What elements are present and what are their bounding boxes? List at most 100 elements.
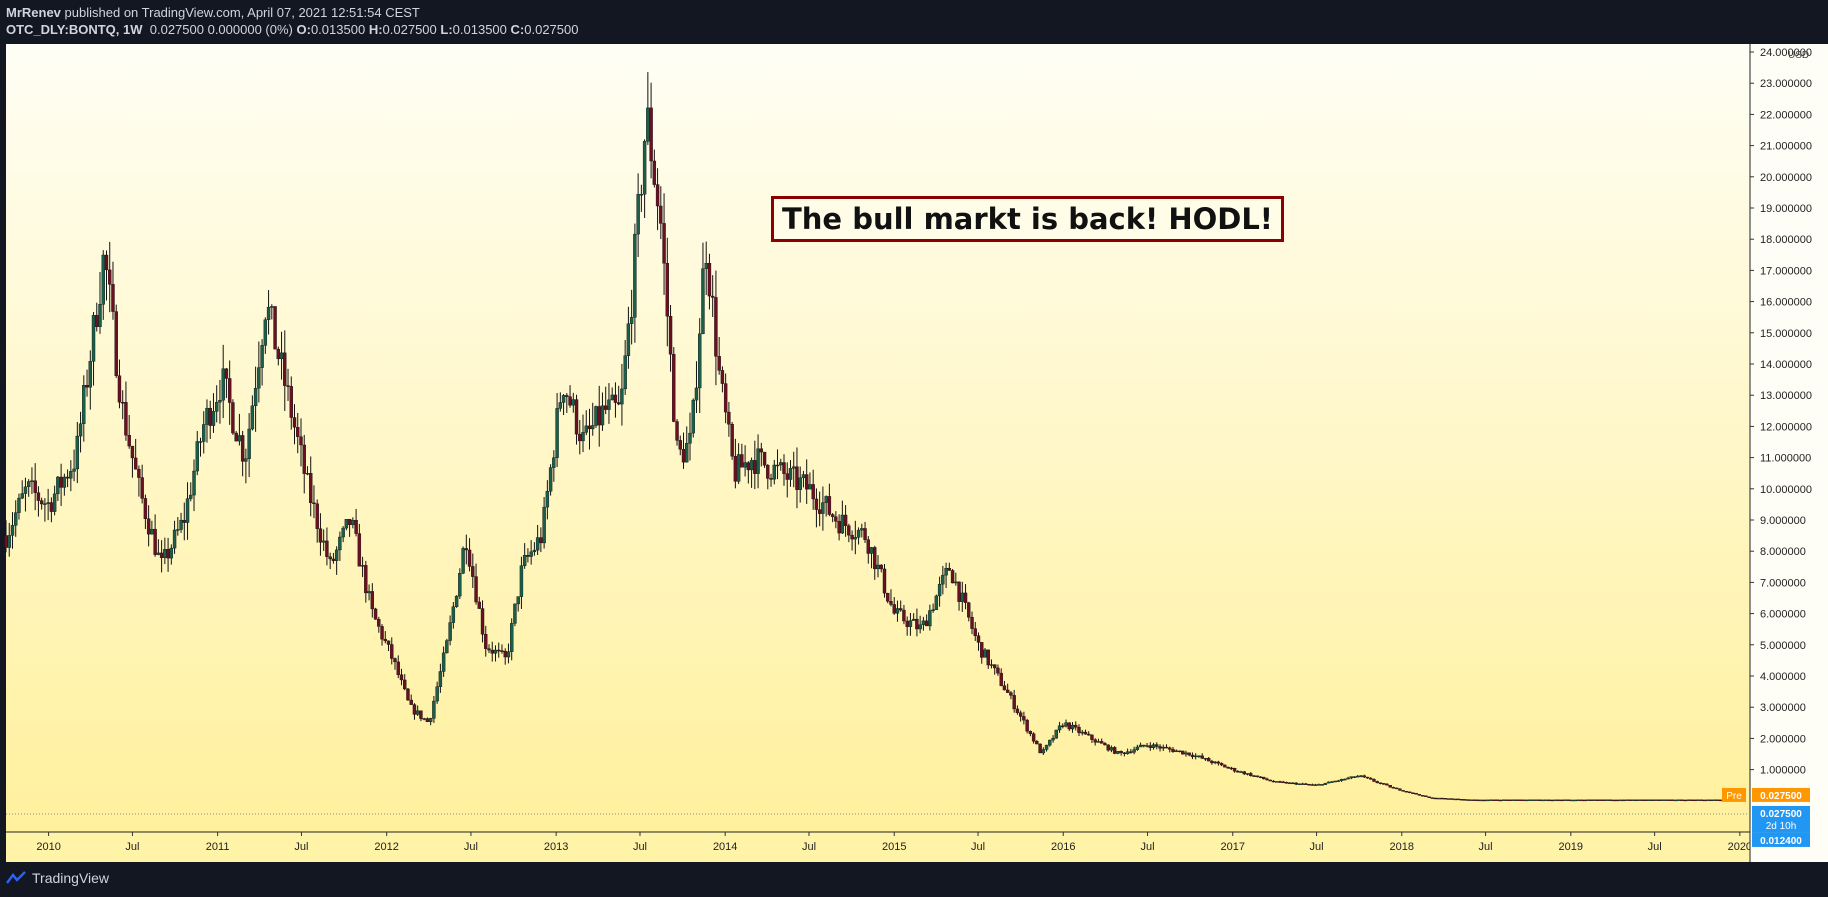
candle-body — [1135, 746, 1140, 750]
candle-body — [665, 263, 670, 317]
candle-body — [130, 445, 135, 459]
candle-body — [973, 628, 977, 636]
candle-body — [202, 424, 206, 442]
candle-body — [72, 468, 76, 472]
y-tick-label: 7.000000 — [1760, 577, 1806, 589]
candle-body — [649, 107, 653, 162]
candle-body — [1566, 799, 1571, 801]
candle-body — [733, 456, 738, 482]
candle-body — [662, 223, 666, 264]
candle-body — [626, 323, 631, 356]
candle-body — [736, 454, 741, 482]
tradingview-logo[interactable]: TradingView — [6, 870, 109, 886]
candle-body — [176, 529, 180, 531]
candle-body — [49, 502, 54, 512]
candle-body — [1660, 799, 1665, 801]
candle-body — [65, 476, 70, 479]
candle-body — [1103, 743, 1107, 746]
candle-body — [1514, 799, 1519, 801]
candle-body — [503, 651, 507, 658]
y-tick-label: 13.000000 — [1760, 390, 1812, 402]
pre-tag-badge — [1722, 787, 1746, 802]
publish-line: MrRenev published on TradingView.com, Ap… — [6, 5, 420, 20]
candle-body — [866, 539, 870, 554]
candle-body — [253, 387, 258, 407]
candle-body — [655, 184, 660, 207]
candle-body — [231, 402, 235, 434]
x-axis[interactable]: 2010 Jul 2011 Jul 2012 Jul 2013 Jul 2014 Jul 2015 J… — [6, 831, 1752, 862]
candle-body — [1145, 745, 1149, 747]
annotation-box[interactable]: The bull markt is back! HODL! — [771, 196, 1285, 242]
candle-body — [1634, 799, 1639, 802]
candle-body — [1291, 782, 1295, 785]
candle-body — [1557, 799, 1561, 802]
candle-body — [458, 573, 462, 597]
x-axis-band[interactable] — [6, 832, 1750, 862]
candle-body — [406, 688, 410, 701]
candle-body — [1677, 799, 1681, 801]
plot-area[interactable] — [6, 44, 1750, 862]
candle-body — [1375, 781, 1379, 783]
y-tick-label: 1.000000 — [1760, 765, 1806, 777]
candle-body — [610, 394, 614, 401]
candle-body — [1048, 739, 1052, 746]
candle-body — [1054, 729, 1059, 739]
candle-body — [1715, 799, 1720, 801]
candle-body — [616, 402, 621, 405]
candle-body — [370, 591, 375, 610]
candle-body — [1181, 750, 1185, 755]
high-value: 0.027500 — [382, 22, 437, 37]
candle-body — [101, 254, 105, 305]
candle-body — [1203, 758, 1208, 760]
y-axis[interactable]: 24.000000 23.000000 22.000000 21.000000 20.0… — [1749, 44, 1828, 862]
candle-body — [1190, 754, 1195, 757]
y-tick-label: 22.000000 — [1760, 109, 1812, 121]
open-value: 0.013500 — [310, 22, 366, 37]
candle-body — [681, 449, 686, 463]
candle-body — [218, 400, 222, 403]
candle-body — [993, 664, 997, 669]
author-name[interactable]: MrRenev — [6, 5, 61, 20]
candle-body — [432, 700, 436, 719]
candle-body — [853, 537, 858, 540]
candle-body — [668, 316, 673, 355]
candle-body — [1560, 799, 1564, 802]
candle-body — [558, 402, 563, 409]
candle-body — [1605, 799, 1610, 801]
candle-body — [1099, 741, 1104, 744]
candle-body — [1582, 799, 1587, 802]
candle-body — [937, 583, 942, 597]
candle-body — [211, 411, 216, 426]
candle-body — [1343, 778, 1347, 781]
candle-body — [299, 436, 303, 446]
candle-body — [1492, 799, 1496, 801]
candle-body — [331, 558, 336, 561]
x-tick-label: Jul — [1648, 841, 1662, 853]
candle-body — [639, 194, 644, 196]
x-tick-label: 2014 — [713, 841, 737, 853]
candle-body — [707, 263, 712, 297]
y-tick-label: 5.000000 — [1760, 640, 1806, 652]
candle-body — [792, 466, 796, 469]
candle-body — [283, 352, 287, 386]
candle-body — [1673, 799, 1678, 802]
candle-body — [1391, 787, 1396, 789]
candle-body — [1326, 781, 1331, 784]
candle-body — [137, 468, 141, 478]
candle-body — [1699, 799, 1704, 801]
candle-body — [328, 556, 332, 560]
candle-body — [574, 399, 579, 435]
candle-body — [727, 411, 731, 425]
candle-body — [804, 474, 809, 490]
candle-body — [1689, 799, 1694, 801]
candle-body — [1294, 782, 1298, 785]
candle-body — [1654, 799, 1658, 801]
y-axis-band[interactable] — [1750, 44, 1828, 862]
candle-body — [915, 618, 919, 630]
candle-body — [1430, 797, 1435, 799]
symbol-label[interactable]: OTC_DLY:BONTQ, 1W — [6, 22, 143, 37]
candle-body — [1404, 791, 1409, 793]
close-value: 0.027500 — [524, 22, 579, 37]
candle-body — [840, 514, 845, 534]
price-chart[interactable]: 2010 Jul 2011 Jul 2012 Jul 2013 Jul 2014 Jul 2015 J… — [0, 44, 1828, 862]
